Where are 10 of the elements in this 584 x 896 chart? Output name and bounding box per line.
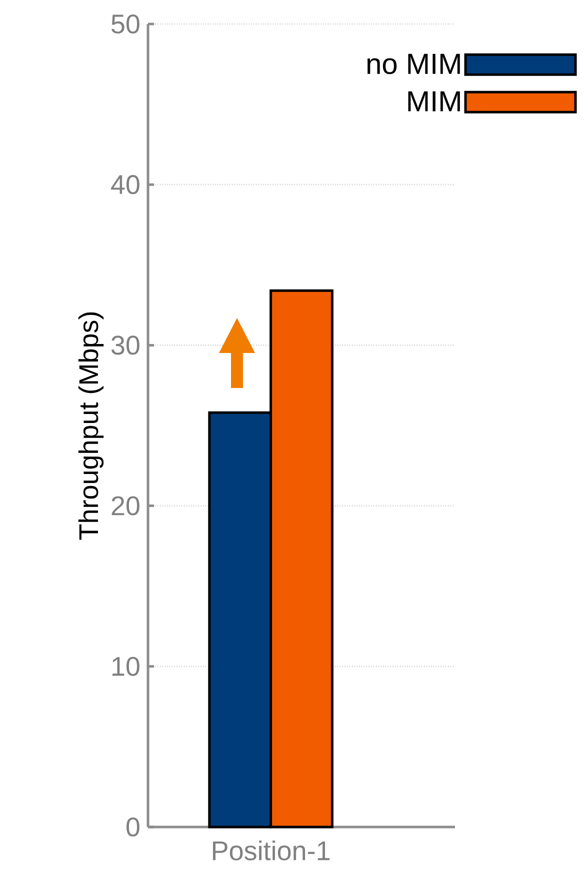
- y-tick-label: 20: [112, 496, 140, 516]
- y-tick-label: 30: [111, 336, 140, 355]
- y-axis-title: Throughput (Mbps): [78, 312, 104, 540]
- y-tick-label: 0: [126, 817, 140, 837]
- legend-label: no MIM: [368, 54, 460, 74]
- x-tick-label: Position-1: [212, 840, 330, 860]
- legend-label: MIM: [408, 91, 460, 112]
- y-tick-label: 10: [112, 656, 140, 676]
- y-tick-label: 40: [111, 175, 140, 194]
- y-tick-label: 50: [112, 14, 140, 34]
